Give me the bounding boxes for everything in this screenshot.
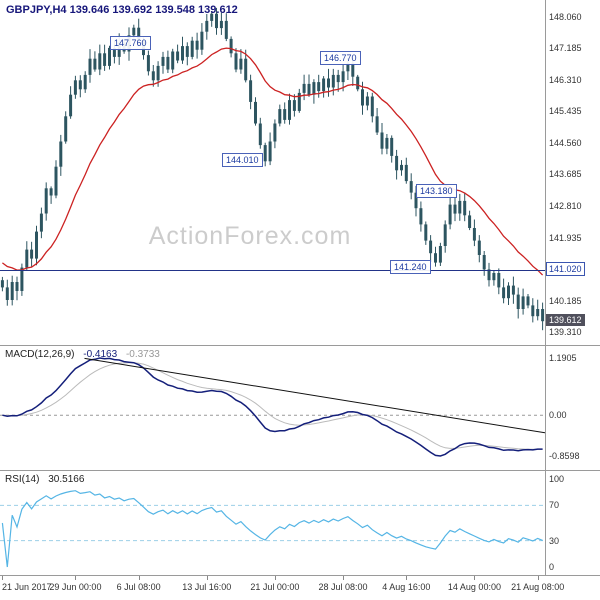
time-axis-tick xyxy=(406,576,408,580)
macd-main-line xyxy=(2,357,543,457)
macd-signal-line xyxy=(2,362,543,450)
price-axis-label: 143.685 xyxy=(549,169,582,180)
macd-name: MACD(12,26,9) xyxy=(5,349,75,360)
rsi-line xyxy=(1,490,543,568)
time-axis-label: 14 Aug 00:00 xyxy=(447,582,501,592)
time-axis-label: 21 Aug 08:00 xyxy=(511,582,565,592)
time-axis-tick xyxy=(343,576,345,580)
chart-symbol-title: GBPJPY,H4 139.646 139.692 139.548 139.61… xyxy=(6,4,238,16)
rsi-name: RSI(14) xyxy=(5,474,40,485)
current-price-label: 139.612 xyxy=(546,314,585,327)
price-axis-label: 140.185 xyxy=(549,295,582,306)
macd-indicator-label: MACD(12,26,9) -0.4163 -0.3733 xyxy=(5,349,160,360)
rsi-canvas[interactable] xyxy=(0,471,545,575)
price-axis-label: 145.435 xyxy=(549,106,582,117)
time-axis-tick xyxy=(206,576,208,580)
watermark: ActionForex.com xyxy=(148,222,352,250)
time-axis-label: 21 Jun 2017 xyxy=(2,582,52,592)
macd-main-value: -0.4163 xyxy=(83,349,118,360)
macd-axis-label: 0.00 xyxy=(549,410,567,421)
swing-price-label[interactable]: 141.240 xyxy=(390,260,431,274)
rsi-axis-label: 0 xyxy=(549,562,555,572)
hline-price-label: 141.020 xyxy=(546,262,585,277)
time-axis-tick xyxy=(537,576,539,580)
price-axis-label: 142.810 xyxy=(549,200,582,211)
rsi-panel: RSI(14) 30.5166 100 70 30 0 xyxy=(0,471,600,575)
price-axis-label: 148.060 xyxy=(549,11,582,22)
swing-price-label[interactable]: 147.760 xyxy=(110,36,151,50)
swing-price-label[interactable]: 146.770 xyxy=(320,51,361,65)
ma-line xyxy=(2,47,544,276)
rsi-axis-label: 30 xyxy=(549,535,560,546)
axis-separator xyxy=(545,0,546,575)
swing-price-label[interactable]: 144.010 xyxy=(222,153,263,167)
panel-separator[interactable] xyxy=(0,470,600,471)
macd-trendline xyxy=(84,357,545,434)
panel-separator xyxy=(0,575,600,576)
macd-axis[interactable]: 1.1905 0.00 -0.8598 xyxy=(545,346,600,470)
price-axis[interactable]: 148.060 147.185 146.310 145.435 144.560 143.6… xyxy=(545,0,600,345)
time-axis-tick xyxy=(2,576,4,580)
macd-canvas[interactable] xyxy=(0,346,545,470)
time-axis-tick xyxy=(274,576,276,580)
rsi-axis-label: 70 xyxy=(549,500,560,511)
price-chart-canvas[interactable] xyxy=(0,0,545,345)
rsi-indicator-label: RSI(14) 30.5166 xyxy=(5,474,84,485)
swing-price-label[interactable]: 143.180 xyxy=(416,184,457,198)
time-axis-label: 13 Jul 16:00 xyxy=(182,582,232,592)
time-axis[interactable]: 21 Jun 2017 29 Jun 00:00 6 Jul 08:00 13 Jul… xyxy=(0,576,600,600)
time-axis-tick xyxy=(138,576,140,580)
panel-separator[interactable] xyxy=(0,345,600,346)
rsi-axis[interactable]: 100 70 30 0 xyxy=(545,471,600,575)
price-axis-label: 139.310 xyxy=(549,327,582,338)
time-axis-tick xyxy=(75,576,77,580)
time-axis-label: 21 Jul 00:00 xyxy=(250,582,300,592)
price-axis-label: 141.935 xyxy=(549,232,582,243)
macd-signal-value: -0.3733 xyxy=(125,349,160,360)
time-axis-tick xyxy=(474,576,476,580)
macd-panel: MACD(12,26,9) -0.4163 -0.3733 1.1905 0.00… xyxy=(0,346,600,470)
price-axis-label: 144.560 xyxy=(549,137,582,148)
macd-axis-label: -0.8598 xyxy=(549,451,580,461)
time-axis-label: 4 Aug 16:00 xyxy=(382,582,431,592)
rsi-axis-label: 100 xyxy=(549,474,565,484)
price-axis-label: 147.185 xyxy=(549,43,582,54)
time-axis-label: 6 Jul 08:00 xyxy=(116,582,161,592)
time-axis-label: 29 Jun 00:00 xyxy=(49,582,102,592)
price-axis-label: 146.310 xyxy=(549,74,582,85)
rsi-value: 30.5166 xyxy=(48,474,85,485)
price-chart-panel: ActionForex.com GBPJPY,H4 139.646 139.69… xyxy=(0,0,600,345)
time-axis-label: 28 Jul 08:00 xyxy=(318,582,368,592)
candles xyxy=(0,7,545,331)
macd-axis-label: 1.1905 xyxy=(549,353,577,363)
